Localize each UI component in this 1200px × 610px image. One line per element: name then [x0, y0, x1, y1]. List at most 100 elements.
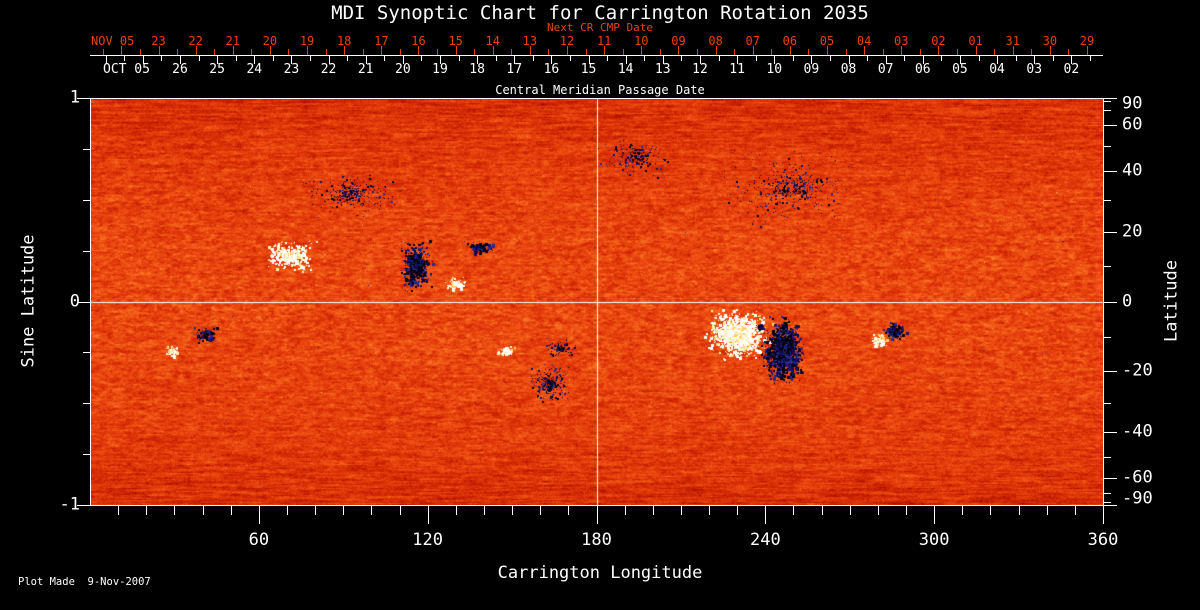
cmp-tick	[105, 56, 107, 64]
longitude-tick	[1074, 506, 1076, 515]
longitude-tick	[512, 506, 514, 515]
cmp-tick	[217, 56, 219, 64]
latitude-major-tick	[1104, 432, 1117, 434]
current-cr-month-label: OCT 05	[103, 62, 150, 77]
cmp-tick	[737, 56, 739, 64]
latitude-tick-label: 40	[1122, 160, 1143, 181]
cmp-day-label: 25	[209, 62, 225, 77]
longitude-tick	[709, 506, 711, 515]
cmp-tick	[978, 56, 980, 61]
longitude-tick	[906, 506, 908, 515]
next-cr-tick	[938, 46, 940, 55]
cmp-tick	[792, 56, 794, 61]
next-cr-day-label: 08	[708, 34, 723, 48]
next-cr-tick	[882, 49, 884, 55]
cmp-tick	[124, 56, 126, 61]
cmp-tick	[1052, 56, 1054, 61]
cmp-tick	[644, 56, 646, 61]
longitude-tick-label: 60	[248, 530, 270, 550]
cmp-tick	[1034, 56, 1036, 64]
next-cr-tick	[827, 46, 829, 55]
latitude-tick-label: -40	[1122, 421, 1153, 442]
next-cr-tick	[622, 49, 624, 55]
cmp-day-label: 04	[989, 62, 1005, 77]
cmp-tick	[161, 56, 163, 61]
latitude-minor-tick	[1104, 501, 1111, 503]
sine-latitude-minor-tick	[83, 199, 90, 201]
cmp-day-label: 08	[840, 62, 857, 77]
cmp-tick	[1089, 56, 1091, 61]
next-cr-tick	[362, 49, 364, 55]
y-axis-right-title: Latitude	[1161, 260, 1182, 342]
longitude-tick	[652, 506, 654, 515]
next-cr-tick	[344, 46, 346, 55]
cmp-tick	[811, 56, 813, 64]
next-cr-tick	[251, 49, 253, 55]
next-cr-tick	[845, 49, 847, 55]
cmp-tick	[198, 56, 200, 61]
next-cr-tick	[511, 49, 513, 55]
cmp-tick	[347, 56, 349, 61]
next-cr-tick	[901, 46, 903, 55]
cmp-tick	[681, 56, 683, 61]
next-cr-tick	[139, 49, 141, 55]
sine-latitude-major-tick	[77, 301, 90, 303]
cmp-tick	[291, 56, 293, 64]
next-cr-tick	[808, 49, 810, 55]
cmp-day-label: 17	[506, 62, 523, 77]
next-cr-tick	[641, 46, 643, 55]
longitude-tick	[202, 506, 204, 515]
next-cr-tick	[195, 46, 197, 55]
next-cr-day-label: 01	[968, 34, 983, 48]
sine-latitude-minor-tick	[83, 454, 90, 456]
cmp-day-label: 14	[617, 62, 634, 77]
cmp-day-label: 10	[766, 62, 783, 77]
plot-frame-left	[90, 98, 91, 505]
latitude-major-tick	[1104, 371, 1117, 373]
cmp-tick	[439, 56, 441, 64]
next-cr-tick	[1086, 46, 1088, 55]
longitude-tick	[962, 506, 964, 515]
next-cr-tick	[158, 46, 160, 55]
longitude-tick	[483, 506, 485, 515]
next-cr-tick	[548, 49, 550, 55]
longitude-tick-label: 120	[412, 530, 444, 550]
longitude-tick	[624, 506, 626, 515]
x-axis-title: Carrington Longitude	[497, 563, 703, 583]
cmp-tick	[959, 56, 961, 64]
longitude-tick	[821, 506, 823, 515]
latitude-minor-tick	[1104, 266, 1111, 268]
cmp-tick	[607, 56, 609, 61]
longitude-tick	[371, 506, 373, 515]
next-cr-tick	[492, 46, 494, 55]
longitude-tick	[146, 506, 148, 515]
next-cr-tick	[381, 46, 383, 55]
chart-title: MDI Synoptic Chart for Carrington Rotati…	[331, 2, 869, 24]
y-axis-left-title: Sine Latitude	[18, 234, 39, 368]
next-cr-tick	[529, 46, 531, 55]
next-cr-tick	[659, 49, 661, 55]
cmp-day-label: 07	[877, 62, 894, 77]
longitude-tick	[399, 506, 401, 515]
longitude-tick	[596, 506, 598, 524]
next-cr-tick	[1068, 49, 1070, 55]
next-cr-day-label: 05	[819, 34, 835, 48]
cmp-day-label: 05	[952, 62, 968, 77]
cmp-tick	[532, 56, 534, 61]
sine-latitude-minor-tick	[83, 352, 90, 354]
next-cr-tick	[121, 46, 123, 55]
next-cr-tick	[418, 46, 420, 55]
next-cr-tick	[771, 49, 773, 55]
next-cr-tick	[455, 46, 457, 55]
cmp-tick	[997, 56, 999, 64]
latitude-minor-tick	[1104, 457, 1111, 459]
cmp-day-label: 16	[543, 62, 560, 77]
latitude-tick-label: 0	[1122, 291, 1133, 311]
cmp-tick	[254, 56, 256, 64]
next-cr-day-label: 06	[782, 34, 798, 48]
cmp-day-label: 21	[357, 62, 374, 77]
cmp-day-label: 03	[1026, 62, 1043, 77]
cmp-day-label: 06	[914, 62, 931, 77]
latitude-major-tick	[1104, 505, 1117, 506]
cmp-day-label: 09	[803, 62, 820, 77]
